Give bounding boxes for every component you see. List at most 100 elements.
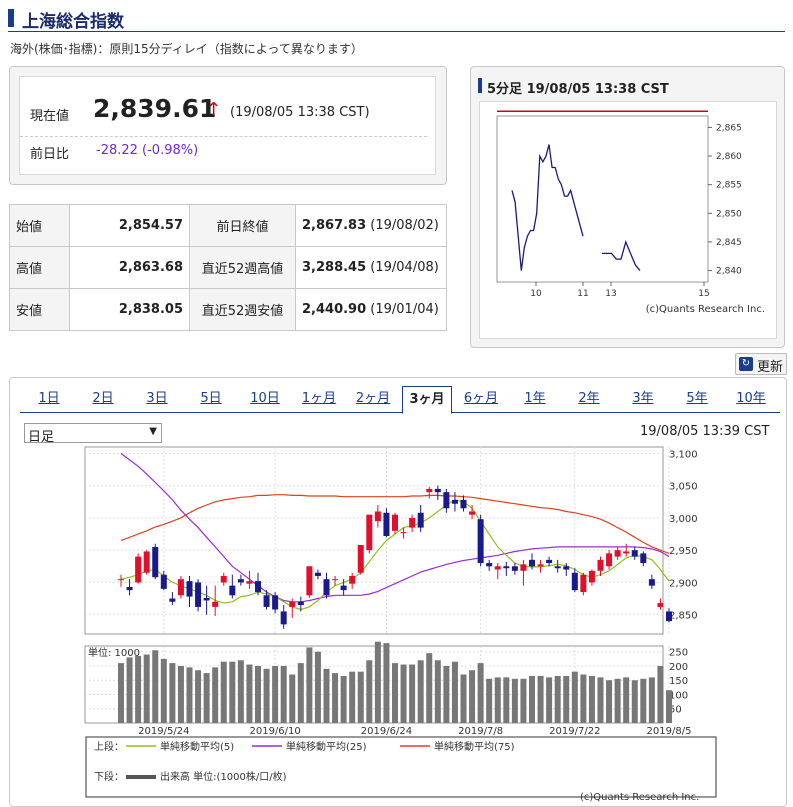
tab-12[interactable]: 3年 xyxy=(618,386,668,413)
volume-bar xyxy=(588,675,595,723)
tab-label: 2ヶ月 xyxy=(355,391,391,406)
tab-2[interactable]: 2日 xyxy=(78,386,128,413)
candle-body xyxy=(160,574,167,589)
change-value: -28.22 (-0.98%) xyxy=(96,143,199,158)
tab-9[interactable]: 6ヶ月 xyxy=(456,386,506,413)
tab-13[interactable]: 5年 xyxy=(672,386,722,413)
candle-body xyxy=(323,579,330,596)
volume-bar xyxy=(400,664,407,723)
volume-bar xyxy=(640,678,647,723)
tab-6[interactable]: 1ヶ月 xyxy=(294,386,344,413)
volume-bar xyxy=(554,675,561,723)
y-tick-label: 2,850 xyxy=(669,611,698,622)
w52-high-label: 直近52週高値 xyxy=(189,246,296,289)
tab-7[interactable]: 2ヶ月 xyxy=(348,386,398,413)
volume-bar xyxy=(297,663,304,723)
dropdown-arrow-icon: ▼ xyxy=(149,426,157,437)
volume-bar xyxy=(186,667,193,723)
history-chart-panel: 1日 2日 3日 5日 10日 1ヶ月 2ヶ月 3ヶ月 6ヶ月 1年 2年 3年 5年 10年 日足 ▼ … xyxy=(9,377,787,807)
volume-bar xyxy=(263,668,270,723)
candle-body xyxy=(169,598,176,602)
volume-bar xyxy=(152,650,159,723)
volume-bar xyxy=(563,675,570,723)
volume-bar xyxy=(392,663,398,723)
candle-body xyxy=(349,575,356,584)
prev-close-label: 前日終値 xyxy=(189,204,296,247)
candle-body xyxy=(434,488,441,493)
volume-bar xyxy=(503,677,510,723)
interval-select[interactable]: 日足 ▼ xyxy=(24,423,162,445)
volume-tick-label: 50 xyxy=(669,705,682,716)
low-label: 安値 xyxy=(9,288,70,331)
w52-low-date: (19/01/04) xyxy=(370,302,439,317)
volume-bar xyxy=(648,677,655,723)
volume-bar xyxy=(666,690,672,723)
y-tick-label: 2,900 xyxy=(669,578,698,589)
candle-body xyxy=(186,581,193,597)
volume-bar xyxy=(374,641,381,723)
w52-low-cell: 2,440.90 (19/01/04) xyxy=(295,288,447,331)
volume-bar xyxy=(229,661,236,723)
candle-body xyxy=(631,550,638,557)
tab-14[interactable]: 10年 xyxy=(726,386,776,413)
candle-body xyxy=(220,575,227,583)
volume-tick-label: 250 xyxy=(669,648,688,659)
y-tick-label: 2,950 xyxy=(669,546,698,557)
tab-1[interactable]: 1日 xyxy=(24,386,74,413)
intraday-chart-title: 5分足 19/08/05 13:38 CST xyxy=(487,82,669,97)
prev-close-value: 2,867.83 xyxy=(302,218,367,233)
volume-tick-label: 150 xyxy=(669,676,688,687)
tab-4[interactable]: 5日 xyxy=(186,386,236,413)
candle-body xyxy=(623,551,630,554)
tab-8[interactable]: 3ヶ月 xyxy=(402,386,452,414)
tab-5[interactable]: 10日 xyxy=(240,386,290,413)
volume-bar xyxy=(614,678,621,723)
chart-credit: (c)Quants Research Inc. xyxy=(580,792,700,803)
divider xyxy=(20,136,427,137)
ma25-line xyxy=(120,452,670,603)
candle-body xyxy=(177,579,184,596)
volume-bar xyxy=(657,665,664,723)
candle-body xyxy=(357,545,364,573)
candle-body xyxy=(195,582,202,607)
y-tick-label: 2,860 xyxy=(716,152,742,162)
candle-body xyxy=(666,611,672,622)
volume-bar xyxy=(314,651,321,723)
table-row: 始値 2,854.57 前日終値 2,867.83 (19/08/02) xyxy=(9,204,447,247)
y-tick-label: 2,865 xyxy=(716,123,742,133)
open-label: 始値 xyxy=(9,204,70,247)
volume-bar xyxy=(160,658,167,723)
x-tick-label: 2019/6/10 xyxy=(249,726,300,737)
candle-body xyxy=(280,611,287,625)
volume-bar xyxy=(332,673,339,723)
tab-3[interactable]: 3日 xyxy=(132,386,182,413)
x-tick-label: 2019/7/8 xyxy=(458,726,503,737)
volume-bar xyxy=(417,660,424,723)
volume-bar xyxy=(623,677,630,723)
candle-body xyxy=(554,566,561,569)
chart-credit: (c)Quants Research Inc. xyxy=(646,304,765,315)
high-label: 高値 xyxy=(9,246,70,289)
candle-body xyxy=(246,581,253,584)
volume-bar xyxy=(383,643,390,723)
legend-bottom-label: 下段： xyxy=(94,770,124,783)
volume-bar xyxy=(366,660,373,723)
tab-10[interactable]: 1年 xyxy=(510,386,560,413)
candle-body xyxy=(486,563,493,567)
period-tabs: 1日 2日 3日 5日 10日 1ヶ月 2ヶ月 3ヶ月 6ヶ月 1年 2年 3年 5年 10年 xyxy=(20,386,780,414)
refresh-icon: ↻ xyxy=(739,357,753,371)
y-tick-label: 2,855 xyxy=(716,181,742,191)
legend-box xyxy=(85,736,717,798)
candle-body xyxy=(648,579,655,586)
volume-bar xyxy=(349,671,356,723)
volume-bar xyxy=(203,673,210,723)
candle-body xyxy=(417,512,424,528)
x-tick-label: 15 xyxy=(698,289,709,299)
candle-body xyxy=(306,566,313,596)
x-tick-label: 11 xyxy=(577,289,588,299)
volume-bar xyxy=(306,647,313,723)
candle-body xyxy=(152,546,159,578)
refresh-button[interactable]: ↻ 更新 xyxy=(735,353,787,375)
candle-body xyxy=(657,603,664,607)
tab-11[interactable]: 2年 xyxy=(564,386,614,413)
